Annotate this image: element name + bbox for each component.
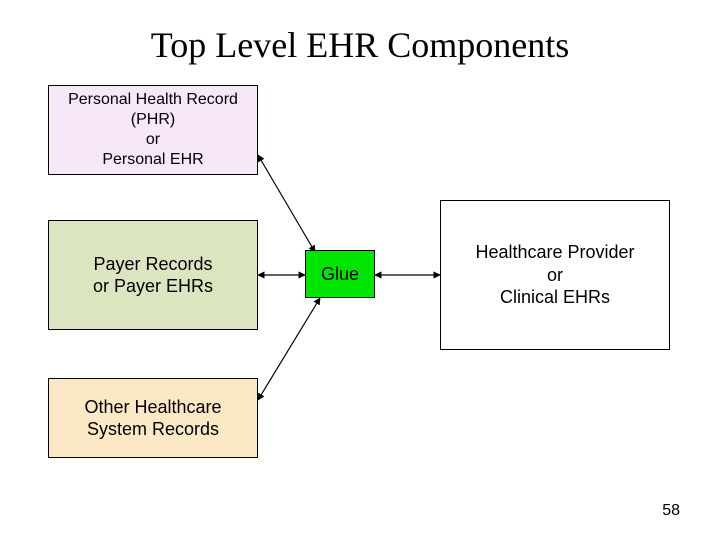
node-phr-label: Personal Health Record(PHR)orPersonal EH… bbox=[68, 90, 238, 170]
edge-phr-glue bbox=[258, 155, 315, 252]
node-payer: Payer Recordsor Payer EHRs bbox=[48, 220, 258, 330]
node-other-label: Other HealthcareSystem Records bbox=[84, 396, 221, 441]
edge-other-glue bbox=[258, 298, 320, 400]
node-provider-label: Healthcare ProviderorClinical EHRs bbox=[475, 241, 634, 309]
page-title: Top Level EHR Components bbox=[0, 24, 720, 66]
node-other: Other HealthcareSystem Records bbox=[48, 378, 258, 458]
page-number: 58 bbox=[662, 502, 680, 520]
node-glue: Glue bbox=[305, 250, 375, 298]
node-glue-label: Glue bbox=[321, 263, 359, 286]
node-phr: Personal Health Record(PHR)orPersonal EH… bbox=[48, 85, 258, 175]
node-payer-label: Payer Recordsor Payer EHRs bbox=[93, 253, 213, 298]
node-provider: Healthcare ProviderorClinical EHRs bbox=[440, 200, 670, 350]
